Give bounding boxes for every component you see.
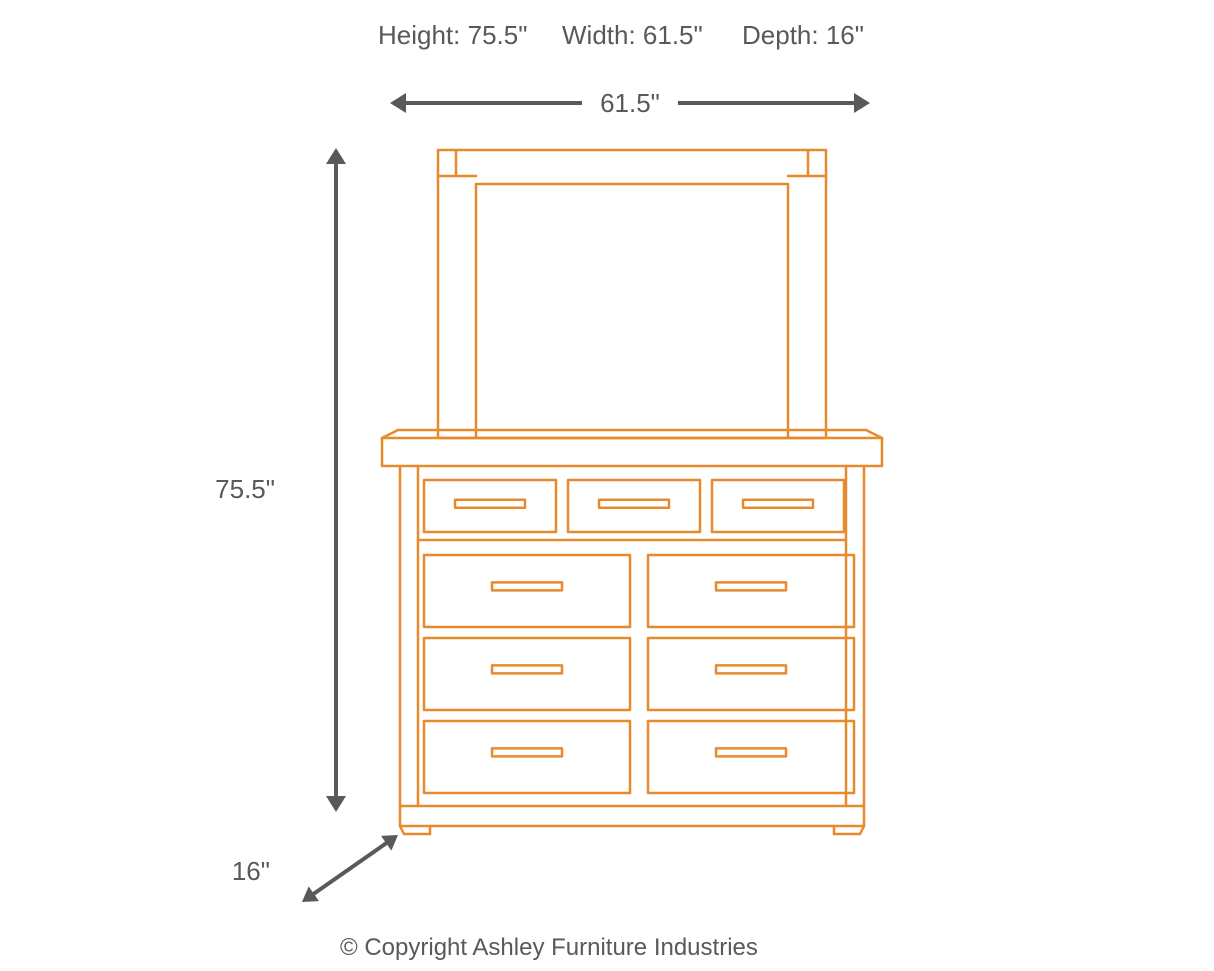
header-depth: Depth: 16" xyxy=(742,20,864,50)
width-dimension-label: 61.5" xyxy=(600,88,660,118)
diagram-svg: Height: 75.5" Width: 61.5" Depth: 16" 61… xyxy=(0,0,1214,971)
depth-dimension-label: 16" xyxy=(232,856,270,886)
copyright-text: © Copyright Ashley Furniture Industries xyxy=(340,934,758,961)
height-dimension-label: 75.5" xyxy=(215,474,275,504)
dimension-diagram: Height: 75.5" Width: 61.5" Depth: 16" 61… xyxy=(0,0,1214,971)
dimension-arrows xyxy=(302,93,870,902)
header-height: Height: 75.5" xyxy=(378,20,527,50)
furniture-drawing xyxy=(382,150,882,834)
header-width: Width: 61.5" xyxy=(562,20,703,50)
